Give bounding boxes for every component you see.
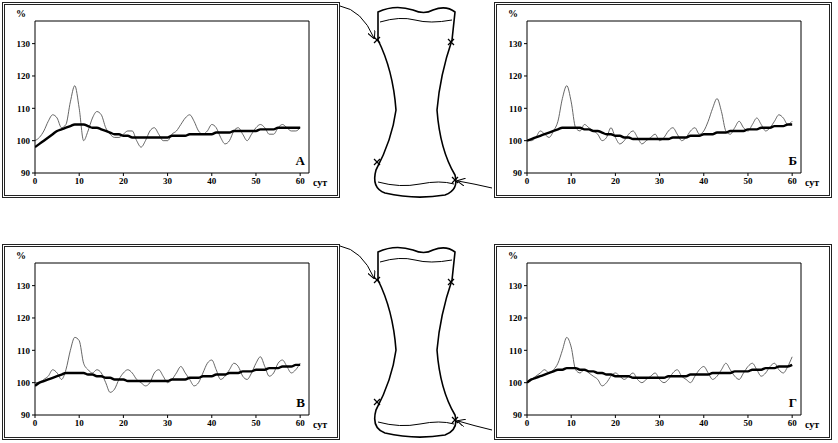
svg-text:0: 0 xyxy=(33,418,38,428)
svg-text:%: % xyxy=(16,8,26,19)
svg-text:30: 30 xyxy=(655,176,665,186)
svg-text:30: 30 xyxy=(163,418,173,428)
svg-text:60: 60 xyxy=(296,418,306,428)
svg-text:0: 0 xyxy=(33,176,38,186)
svg-text:90: 90 xyxy=(513,410,523,420)
svg-text:120: 120 xyxy=(509,313,523,323)
svg-text:100: 100 xyxy=(17,136,31,146)
svg-text:40: 40 xyxy=(699,176,709,186)
svg-text:120: 120 xyxy=(17,313,31,323)
html-text:В: В xyxy=(296,395,305,410)
svg-text:120: 120 xyxy=(509,71,523,81)
svg-text:130: 130 xyxy=(17,281,31,291)
svg-text:40: 40 xyxy=(207,418,217,428)
svg-text:20: 20 xyxy=(611,176,621,186)
svg-text:100: 100 xyxy=(17,378,31,388)
html-text:Г: Г xyxy=(788,395,797,410)
svg-text:%: % xyxy=(16,250,26,261)
svg-text:130: 130 xyxy=(509,281,523,291)
svg-text:30: 30 xyxy=(163,176,173,186)
svg-text:40: 40 xyxy=(699,418,709,428)
svg-text:50: 50 xyxy=(251,176,261,186)
svg-text:сут: сут xyxy=(313,177,327,188)
svg-text:сут: сут xyxy=(805,419,819,430)
svg-text:%: % xyxy=(508,8,518,19)
svg-text:10: 10 xyxy=(567,176,577,186)
svg-text:20: 20 xyxy=(119,176,129,186)
svg-text:90: 90 xyxy=(513,168,523,178)
svg-text:сут: сут xyxy=(313,419,327,430)
html-text:Б: Б xyxy=(788,153,797,168)
svg-text:110: 110 xyxy=(509,104,523,114)
svg-text:0: 0 xyxy=(525,176,530,186)
svg-text:60: 60 xyxy=(296,176,306,186)
svg-text:0: 0 xyxy=(525,418,530,428)
svg-text:120: 120 xyxy=(17,71,31,81)
svg-text:%: % xyxy=(508,250,518,261)
svg-text:100: 100 xyxy=(509,136,523,146)
svg-text:90: 90 xyxy=(21,168,31,178)
html-text:А: А xyxy=(295,153,305,168)
svg-text:10: 10 xyxy=(75,176,85,186)
svg-text:10: 10 xyxy=(75,418,85,428)
svg-text:50: 50 xyxy=(743,418,753,428)
svg-text:90: 90 xyxy=(21,410,31,420)
svg-text:130: 130 xyxy=(17,39,31,49)
svg-text:20: 20 xyxy=(119,418,129,428)
svg-text:110: 110 xyxy=(509,346,523,356)
svg-text:50: 50 xyxy=(743,176,753,186)
svg-text:60: 60 xyxy=(788,176,798,186)
svg-text:40: 40 xyxy=(207,176,217,186)
svg-text:50: 50 xyxy=(251,418,261,428)
svg-text:130: 130 xyxy=(509,39,523,49)
svg-text:сут: сут xyxy=(805,177,819,188)
svg-text:10: 10 xyxy=(567,418,577,428)
svg-text:110: 110 xyxy=(17,104,31,114)
svg-text:30: 30 xyxy=(655,418,665,428)
svg-text:60: 60 xyxy=(788,418,798,428)
svg-text:20: 20 xyxy=(611,418,621,428)
svg-text:110: 110 xyxy=(17,346,31,356)
svg-text:100: 100 xyxy=(509,378,523,388)
